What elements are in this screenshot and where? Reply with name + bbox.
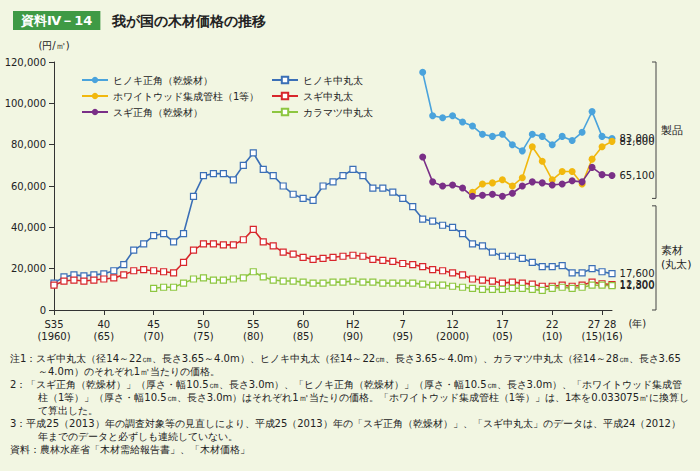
svg-text:11,800: 11,800 (620, 280, 655, 291)
svg-text:スギ中丸太: スギ中丸太 (303, 91, 353, 102)
html-text:注1：スギ中丸太（径14～22㎝、長さ3.65～4.0m）、: 注1：スギ中丸太（径14～22㎝、長さ3.65～4.0m）、ヒノキ中丸太（径14… (10, 353, 681, 377)
svg-text:(65): (65) (94, 331, 115, 342)
svg-text:80,000: 80,000 (11, 139, 46, 150)
svg-text:50: 50 (197, 319, 210, 330)
svg-text:(85): (85) (293, 331, 314, 342)
svg-text:40,000: 40,000 (11, 222, 46, 233)
svg-text:H2: H2 (346, 319, 360, 330)
svg-text:ホワイトウッド集成管柱（1等）: ホワイトウッド集成管柱（1等） (113, 91, 259, 102)
svg-text:(1960): (1960) (37, 331, 70, 342)
svg-text:製品: 製品 (661, 124, 683, 137)
svg-text:(90): (90) (343, 331, 364, 342)
svg-text:65,100: 65,100 (620, 170, 655, 181)
svg-text:ヒノキ中丸太: ヒノキ中丸太 (303, 75, 363, 86)
svg-text:(10): (10) (542, 331, 563, 342)
svg-text:(丸太): (丸太) (661, 258, 692, 271)
svg-text:スギ正角（乾燥材）: スギ正角（乾燥材） (113, 107, 203, 118)
svg-text:(75): (75) (193, 331, 214, 342)
svg-text:40: 40 (97, 319, 110, 330)
svg-text:(2000): (2000) (436, 331, 469, 342)
svg-text:100,000: 100,000 (5, 98, 46, 109)
svg-text:27 28: 27 28 (588, 319, 617, 330)
svg-text:12: 12 (446, 319, 459, 330)
svg-text:(95): (95) (392, 331, 413, 342)
html-text:2：「スギ正角（乾燥材）」（厚さ・幅10.5㎝、長さ3.0m: 2：「スギ正角（乾燥材）」（厚さ・幅10.5㎝、長さ3.0m）、「ヒノキ正角（乾… (10, 379, 690, 416)
svg-text:120,000: 120,000 (5, 57, 46, 68)
svg-text:60,000: 60,000 (11, 181, 46, 192)
svg-text:(05): (05) (492, 331, 513, 342)
svg-text:資料Ⅳ－14: 資料Ⅳ－14 (20, 13, 92, 28)
svg-text:45: 45 (147, 319, 160, 330)
svg-text:(80): (80) (243, 331, 264, 342)
svg-text:(年): (年) (628, 318, 646, 329)
svg-text:81,600: 81,600 (620, 136, 655, 147)
svg-text:0: 0 (40, 305, 46, 316)
svg-text:20,000: 20,000 (11, 263, 46, 274)
svg-text:(円/㎥): (円/㎥) (38, 40, 69, 51)
html-text:3：平成25（2013）年の調査対象等の見直しにより、平成2: 3：平成25（2013）年の調査対象等の見直しにより、平成25（2013）年の「… (10, 418, 681, 442)
svg-text:7: 7 (400, 319, 406, 330)
svg-text:(15)(16): (15)(16) (582, 331, 623, 342)
svg-text:ヒノキ正角（乾燥材）: ヒノキ正角（乾燥材） (113, 75, 213, 86)
svg-text:S35: S35 (44, 319, 63, 330)
svg-text:60: 60 (297, 319, 310, 330)
svg-text:素材: 素材 (661, 244, 683, 257)
svg-text:カラマツ中丸太: カラマツ中丸太 (303, 107, 373, 118)
svg-text:17: 17 (496, 319, 509, 330)
svg-text:我が国の木材価格の推移: 我が国の木材価格の推移 (111, 13, 266, 29)
svg-text:17,600: 17,600 (620, 268, 655, 279)
html-text:資料：農林水産省「木材需給報告書」、「木材価格」: 資料：農林水産省「木材需給報告書」、「木材価格」 (10, 444, 250, 455)
svg-text:(70): (70) (143, 331, 164, 342)
svg-text:55: 55 (247, 319, 260, 330)
svg-text:22: 22 (546, 319, 559, 330)
